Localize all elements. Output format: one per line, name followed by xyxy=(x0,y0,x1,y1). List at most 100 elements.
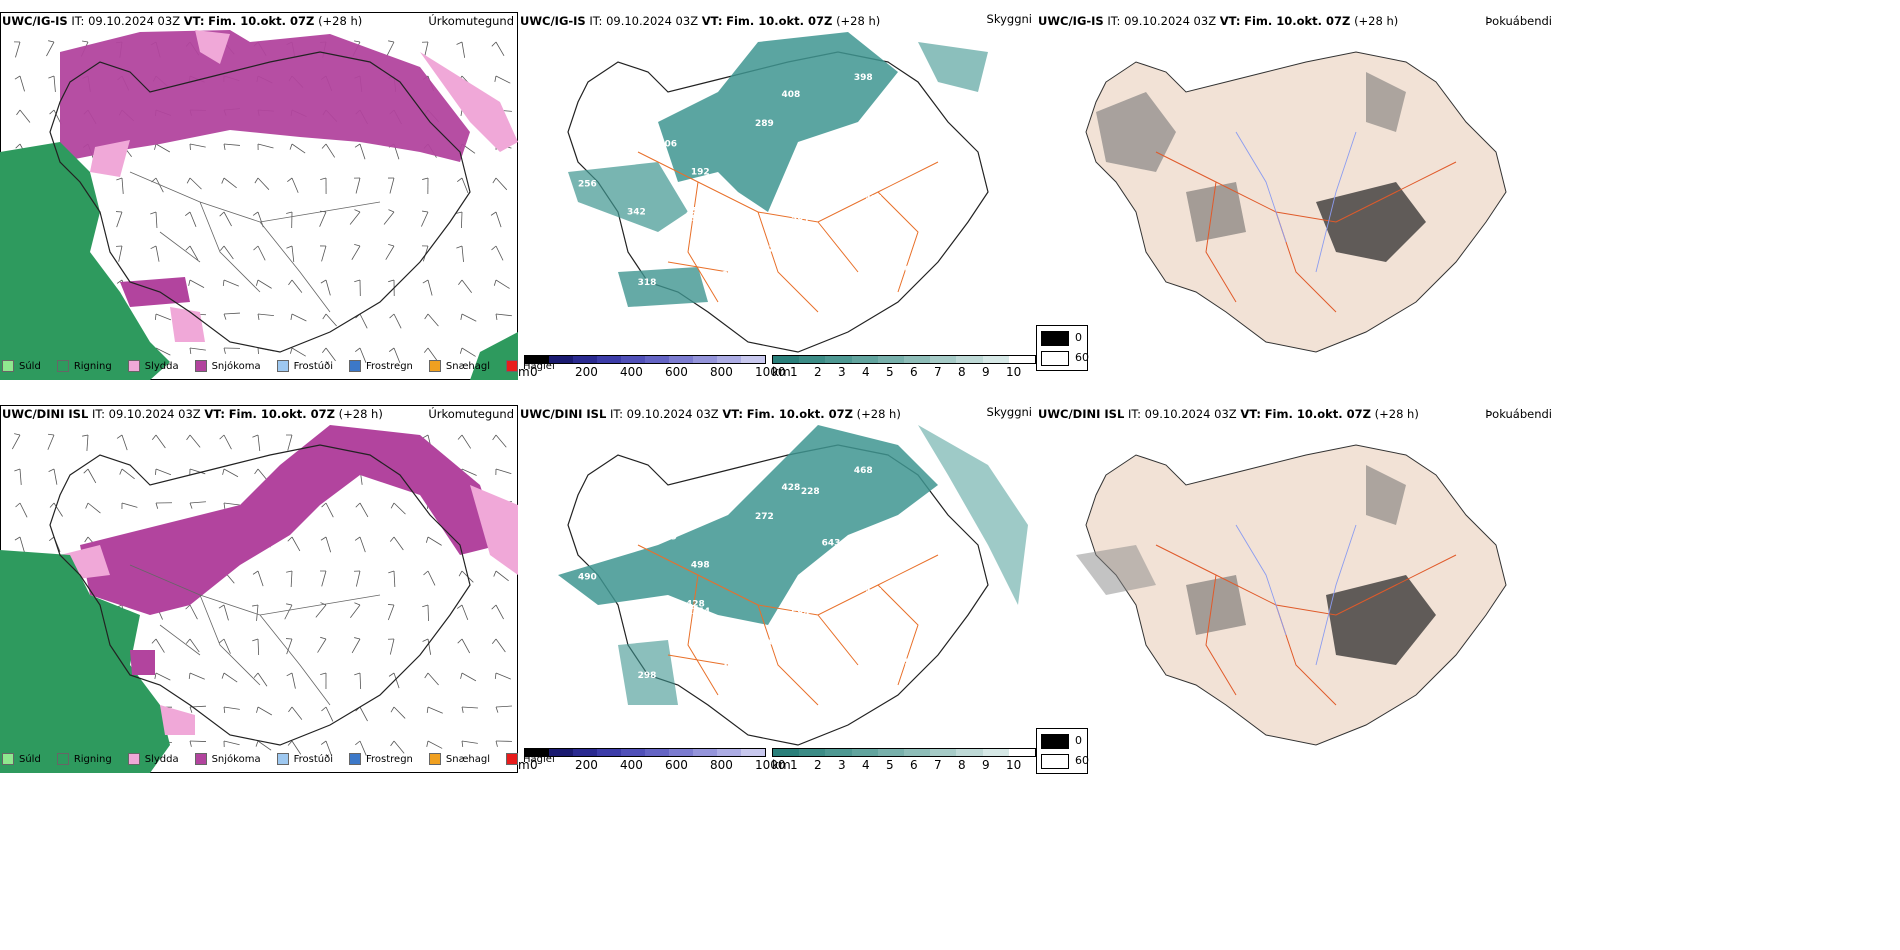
wind-barb-flag xyxy=(254,468,259,475)
wind-barb xyxy=(495,245,504,261)
sleet-area xyxy=(170,307,205,342)
visibility-value-label: 398 xyxy=(854,73,873,83)
wind-barb-flag xyxy=(320,279,327,284)
fog-legend-swatch-0 xyxy=(1041,331,1069,346)
wind-barb-flag xyxy=(459,347,463,354)
legend-item: Súld xyxy=(2,753,41,765)
sleet-area xyxy=(160,705,195,735)
legend-label: Snæhagl xyxy=(445,753,491,765)
colorbar-unit: km xyxy=(772,365,791,379)
colorbar-tick: 7 xyxy=(934,758,942,772)
fog-legend-top: 0 60 xyxy=(1036,325,1089,371)
legend-swatch xyxy=(506,753,519,765)
legend-label: Haglél xyxy=(523,360,555,372)
wind-barb xyxy=(11,434,21,450)
colorbar-unit: km xyxy=(772,758,791,772)
legend-item: Slydda xyxy=(127,753,179,765)
wind-barb xyxy=(325,347,336,362)
rain-area xyxy=(470,332,518,380)
wind-barb-flag xyxy=(492,434,497,441)
wind-barb-flag xyxy=(495,313,498,320)
wind-barb-flag xyxy=(255,279,259,286)
visibility-value-label: 342 xyxy=(627,207,646,217)
legend-label: Snæhagl xyxy=(445,360,491,372)
colorbar-tick: 2 xyxy=(814,758,822,772)
wind-barb xyxy=(189,347,206,351)
colorbar-tick: 5 xyxy=(886,365,894,379)
wind-barb-flag xyxy=(14,433,21,436)
wind-barb xyxy=(351,245,361,260)
wind-barb xyxy=(19,502,28,518)
wind-barb xyxy=(189,434,201,448)
wind-barb-flag xyxy=(458,570,463,577)
wind-barb-flag xyxy=(354,637,361,640)
iceland-outline xyxy=(49,51,471,353)
wind-barb-flag xyxy=(354,602,361,606)
wind-barb xyxy=(87,468,97,484)
wind-barb xyxy=(461,177,469,194)
colorbar-segment xyxy=(825,749,852,756)
wind-barb-flag xyxy=(422,604,429,608)
visibility-value-label: 348 xyxy=(722,271,741,281)
panel-name: Skyggni xyxy=(986,405,1032,419)
wind-barb xyxy=(355,570,361,587)
visibility-value-label: 253 xyxy=(686,207,705,217)
visibility-value-label: 396 xyxy=(892,265,911,275)
visibility-value-label: 428 xyxy=(686,600,705,610)
wind-barb xyxy=(495,604,504,620)
wind-barb-flag xyxy=(82,434,89,437)
colorbar-tick: 9 xyxy=(982,365,990,379)
wind-barb-flag xyxy=(422,638,429,642)
visibility-value-label: 584 xyxy=(791,609,810,619)
legend-item: Rigning xyxy=(56,360,112,372)
visibility-value-label: 498 xyxy=(691,560,710,570)
wind-barb-flag xyxy=(493,570,497,577)
wind-barb xyxy=(284,604,293,620)
wind-barb xyxy=(155,313,172,321)
wind-barb-flag xyxy=(491,245,497,251)
wind-barb-flag xyxy=(252,434,259,438)
wind-barb-flag xyxy=(188,672,191,680)
colorbar-segment xyxy=(956,749,983,756)
wind-barb xyxy=(223,502,240,506)
sleet-area xyxy=(195,30,230,64)
colorbar-tick: 400 xyxy=(620,758,643,772)
colorbar-segment xyxy=(851,356,878,363)
iceland-outline xyxy=(49,444,471,746)
fog-legend-swatch-1 xyxy=(1041,754,1069,769)
wind-barb xyxy=(223,143,240,146)
wind-barb xyxy=(350,604,361,619)
snow-area xyxy=(60,30,470,162)
wind-barb-flag xyxy=(354,244,361,247)
wind-barb-flag xyxy=(354,143,361,148)
wind-barb-flag xyxy=(155,468,157,476)
colorbar-segment xyxy=(621,356,645,363)
low-visibility-area xyxy=(558,425,938,625)
wind-barb xyxy=(189,604,198,620)
wind-barb-flag xyxy=(287,177,293,183)
river-network xyxy=(1235,524,1357,666)
wind-barb-flag xyxy=(84,536,89,543)
wind-barb-flag xyxy=(48,40,55,43)
fog-map-bottom xyxy=(1076,444,1507,746)
wind-barb-flag xyxy=(426,740,429,747)
wind-barb-flag xyxy=(355,740,361,746)
colorbar-segment xyxy=(773,749,800,756)
wind-barb xyxy=(325,279,331,296)
fog-panel-bottom: UWC/DINI ISL IT: 09.10.2024 03Z VT: Fim.… xyxy=(1036,405,1556,773)
wind-barb xyxy=(427,570,436,586)
panel-title: UWC/DINI ISL IT: 09.10.2024 03Z VT: Fim.… xyxy=(520,407,901,421)
wind-barb-flag xyxy=(457,638,463,644)
wind-barb-flag xyxy=(155,502,159,509)
fog-area xyxy=(1186,182,1246,242)
wind-barb xyxy=(393,502,406,515)
wind-barb-flag xyxy=(219,638,225,644)
rain-area xyxy=(0,142,170,380)
colorbar-segment xyxy=(573,749,597,756)
wind-barb xyxy=(461,468,477,476)
colorbar-segment xyxy=(645,356,669,363)
wind-barb xyxy=(421,211,429,227)
fog-legend-value-0: 0 xyxy=(1075,331,1082,344)
low-visibility-area xyxy=(918,425,1028,605)
colorbar-segment xyxy=(669,356,693,363)
